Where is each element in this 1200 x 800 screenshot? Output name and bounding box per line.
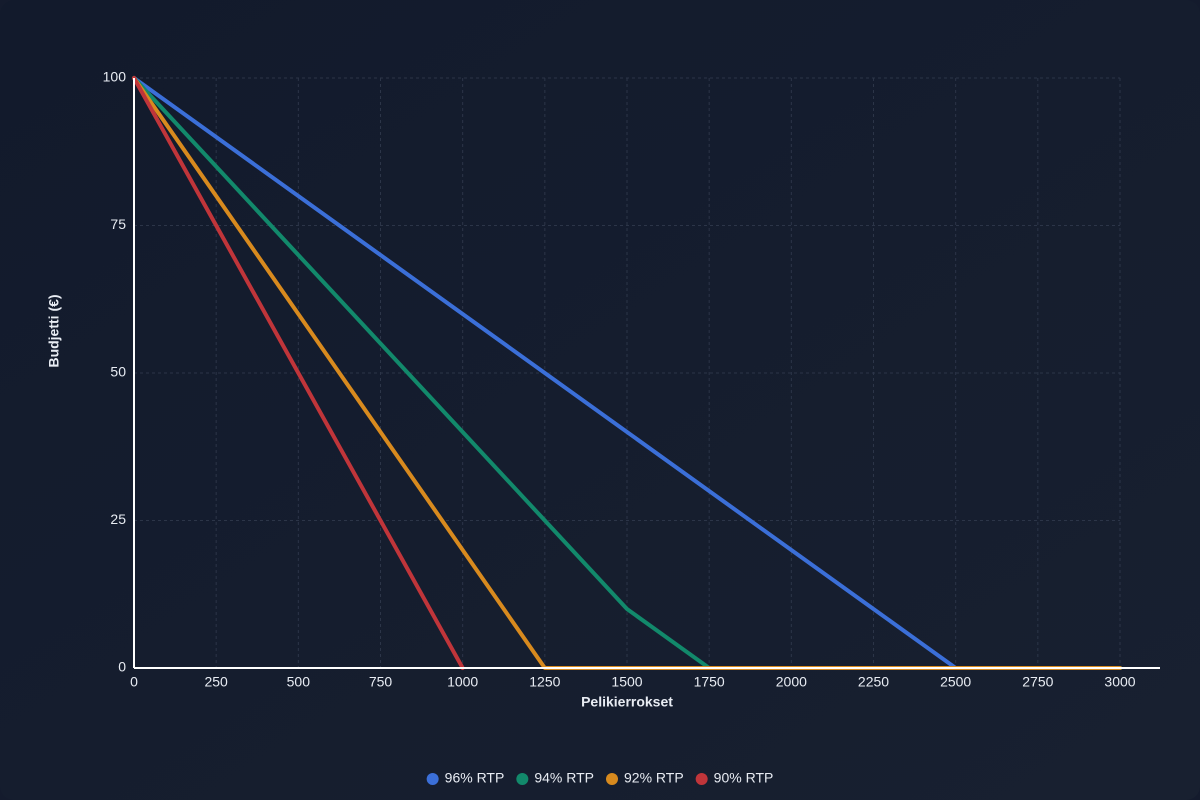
legend-swatch xyxy=(516,773,529,785)
x-tick-label: 3000 xyxy=(1104,674,1135,690)
x-tick-label: 2250 xyxy=(858,674,889,690)
x-tick-label: 1250 xyxy=(529,674,560,690)
x-tick-label: 2500 xyxy=(940,674,971,690)
legend: 96% RTP 94% RTP 92% RTP 90% RTP xyxy=(426,770,774,786)
y-axis-title: Budjetti (€) xyxy=(46,294,62,367)
y-tick-label: 100 xyxy=(103,69,127,85)
x-tick-label: 1750 xyxy=(694,674,725,690)
x-tick-label: 1500 xyxy=(611,674,642,690)
x-tick-label: 250 xyxy=(204,674,228,690)
legend-item: 96% RTP xyxy=(426,770,505,786)
legend-label: 94% RTP xyxy=(534,770,594,786)
legend-item: 90% RTP xyxy=(695,770,774,786)
y-tick-label: 75 xyxy=(110,216,126,232)
legend-swatch xyxy=(606,773,618,785)
x-tick-label: 0 xyxy=(130,674,138,690)
legend-label: 90% RTP xyxy=(714,770,774,786)
legend-label: 92% RTP xyxy=(624,770,684,786)
legend-item: 94% RTP xyxy=(516,770,594,786)
legend-swatch xyxy=(695,773,708,785)
x-tick-label: 2750 xyxy=(1022,674,1053,690)
x-axis-title: Pelikierrokset xyxy=(581,694,673,710)
legend-swatch xyxy=(426,773,439,785)
x-tick-label: 2000 xyxy=(776,674,807,690)
y-tick-label: 25 xyxy=(110,511,126,527)
y-tick-label: 0 xyxy=(118,659,126,675)
x-tick-label: 750 xyxy=(369,674,393,690)
legend-item: 92% RTP xyxy=(606,770,684,786)
x-tick-label: 500 xyxy=(287,674,311,690)
legend-label: 96% RTP xyxy=(445,770,505,786)
x-tick-label: 1000 xyxy=(447,674,478,690)
y-tick-label: 50 xyxy=(110,364,126,380)
series-line xyxy=(132,76,465,670)
